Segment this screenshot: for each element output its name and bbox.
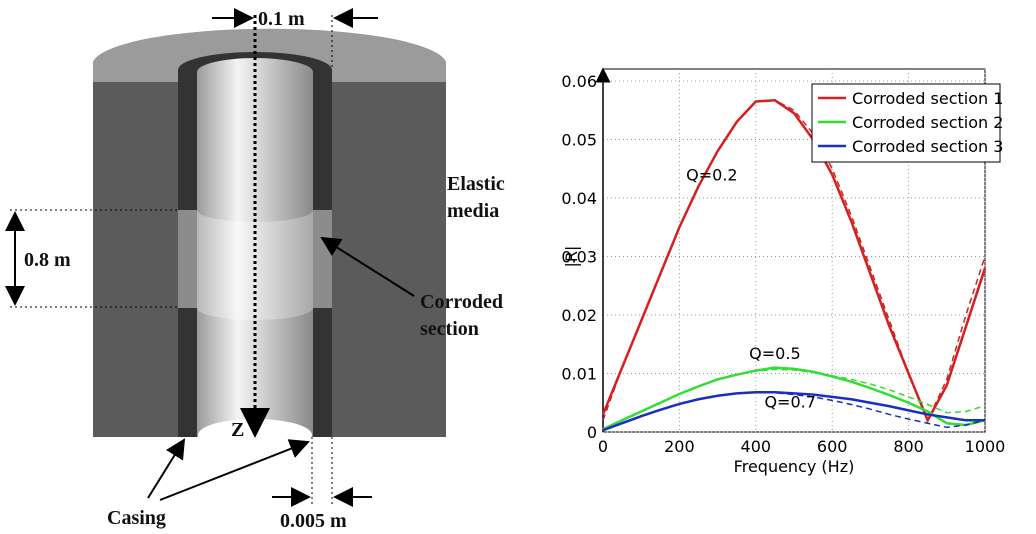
- legend-label: Corroded section 2: [852, 113, 1003, 132]
- label: Casing: [107, 507, 166, 529]
- label: 0.8 m: [24, 249, 71, 271]
- x-tick-label: 400: [741, 437, 772, 456]
- annotation: Q=0.7: [764, 392, 815, 411]
- x-tick-label: 200: [664, 437, 695, 456]
- y-tick-label: 0: [587, 423, 597, 442]
- label: Z: [231, 419, 244, 441]
- y-tick-label: 0.02: [561, 306, 597, 325]
- label: media: [447, 200, 499, 222]
- y-axis-label: |R|: [562, 246, 581, 268]
- label: Elastic: [447, 173, 505, 195]
- y-tick-label: 0.04: [561, 189, 597, 208]
- x-tick-label: 0: [598, 437, 608, 456]
- chart: 0 0.01 0.02 0.03 0.04 0.05 0.06 0 200 400 600 800 10…: [561, 67, 1006, 476]
- pipe-diagram: 0.1 m Elastic media 0.8 m Corroded secti…: [4, 8, 505, 532]
- y-tick-label: 0.01: [561, 365, 597, 384]
- annotation: Q=0.2: [686, 165, 737, 184]
- label: 0.005 m: [280, 510, 347, 532]
- y-tick-label: 0.06: [561, 72, 597, 91]
- x-tick-label: 600: [817, 437, 848, 456]
- y-tick-label: 0.03: [561, 248, 597, 267]
- x-tick-label: 800: [893, 437, 924, 456]
- label: section: [420, 318, 479, 340]
- x-tick-label: 1000: [965, 437, 1006, 456]
- label: 0.1 m: [258, 8, 305, 30]
- label: Corroded: [420, 291, 503, 313]
- y-tick-label: 0.05: [561, 131, 597, 150]
- annotation: Q=0.5: [749, 344, 800, 363]
- legend-label: Corroded section 3: [852, 137, 1003, 156]
- legend-label: Corroded section 1: [852, 89, 1003, 108]
- x-axis-label: Frequency (Hz): [734, 457, 855, 476]
- line: [601, 99, 987, 424]
- line: [602, 366, 986, 431]
- line: [602, 390, 985, 432]
